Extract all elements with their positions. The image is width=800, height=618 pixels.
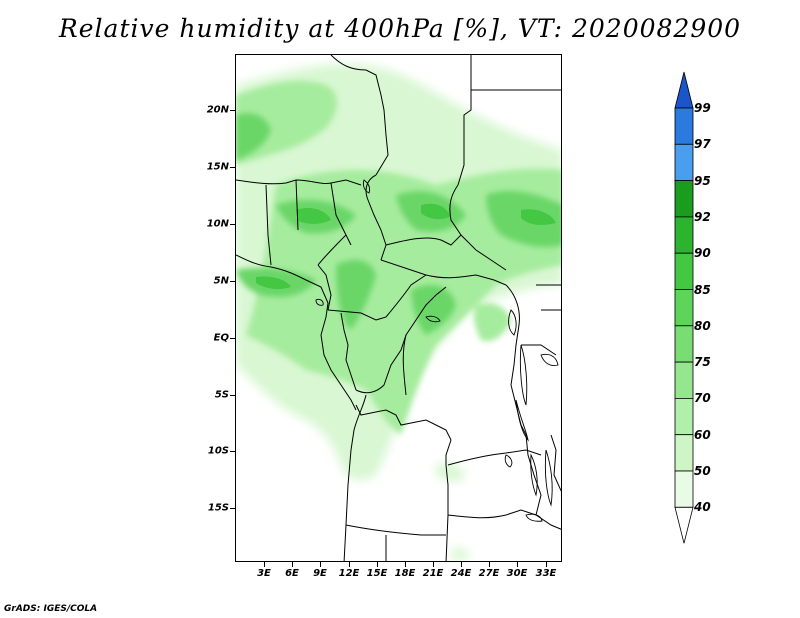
y-axis-label: EQ [213, 332, 229, 344]
x-tick [517, 562, 518, 567]
x-axis-label: 18E [394, 568, 416, 579]
y-tick [230, 167, 235, 168]
country-borders [236, 55, 561, 561]
colorbar-label: 80 [694, 318, 711, 333]
x-tick [461, 562, 462, 567]
y-axis-label: 20N [206, 104, 229, 116]
colorbar-label: 85 [694, 282, 711, 297]
y-axis-label: 10N [206, 218, 229, 230]
humidity-map [236, 55, 561, 561]
x-tick [292, 562, 293, 567]
x-tick [264, 562, 265, 567]
colorbar-label: 99 [694, 101, 711, 115]
colorbar-segment [674, 180, 694, 218]
colorbar-label: 97 [694, 137, 711, 152]
colorbar-segment [674, 325, 694, 363]
colorbar-segment [674, 143, 694, 182]
y-tick [230, 338, 235, 339]
x-tick [320, 562, 321, 567]
y-axis-label: 15S [207, 502, 229, 514]
credit-text: GrADS: IGES/COLA [4, 604, 98, 614]
colorbar-segment [674, 397, 694, 436]
map-title: Relative humidity at 400hPa [%], VT: 202… [58, 14, 742, 43]
y-tick [230, 281, 235, 282]
colorbar-segment [674, 434, 694, 472]
colorbar-top-arrow [674, 71, 694, 109]
y-axis-label: 5S [214, 389, 229, 401]
y-tick [230, 395, 235, 396]
y-tick [230, 451, 235, 452]
y-axis-label: 15N [206, 161, 229, 173]
x-axis-label: 9E [313, 568, 327, 579]
y-tick [230, 508, 235, 509]
colorbar-label: 50 [694, 464, 711, 478]
x-axis-label: 3E [257, 568, 271, 579]
colorbar-label: 70 [694, 391, 711, 406]
colorbar-label: 75 [694, 355, 711, 370]
colorbar-segment [674, 252, 694, 290]
colorbar-label: 60 [694, 427, 711, 442]
y-axis-label: 10S [207, 445, 229, 457]
colorbar-label: 92 [694, 209, 711, 224]
x-axis-label: 21E [422, 568, 444, 579]
lakes [315, 179, 559, 522]
x-tick [349, 562, 350, 567]
x-axis-label: 30E [506, 568, 528, 579]
colorbar-label: 40 [694, 500, 711, 515]
y-axis-label: 5N [213, 275, 229, 287]
x-axis-label: 6E [285, 568, 299, 579]
x-axis-label: 15E [366, 568, 388, 579]
colorbar-bottom-arrow [674, 506, 694, 544]
x-tick [433, 562, 434, 567]
colorbar-segment [674, 289, 694, 327]
colorbar-segment [674, 216, 694, 254]
colorbar [674, 71, 694, 544]
x-tick [405, 562, 406, 567]
x-axis-label: 33E [535, 568, 557, 579]
x-tick [377, 562, 378, 567]
colorbar-segment [674, 361, 694, 399]
humidity-field-deep [256, 203, 556, 290]
x-axis-label: 27E [478, 568, 500, 579]
y-tick [230, 110, 235, 111]
x-tick [489, 562, 490, 567]
colorbar-label: 95 [694, 173, 711, 188]
x-tick [546, 562, 547, 567]
y-tick [230, 224, 235, 225]
colorbar-label: 90 [694, 246, 711, 261]
colorbar-segment [674, 470, 694, 508]
x-axis-label: 12E [338, 568, 360, 579]
x-axis-label: 24E [450, 568, 472, 579]
colorbar-segment [674, 107, 694, 145]
map-panel [235, 54, 562, 562]
